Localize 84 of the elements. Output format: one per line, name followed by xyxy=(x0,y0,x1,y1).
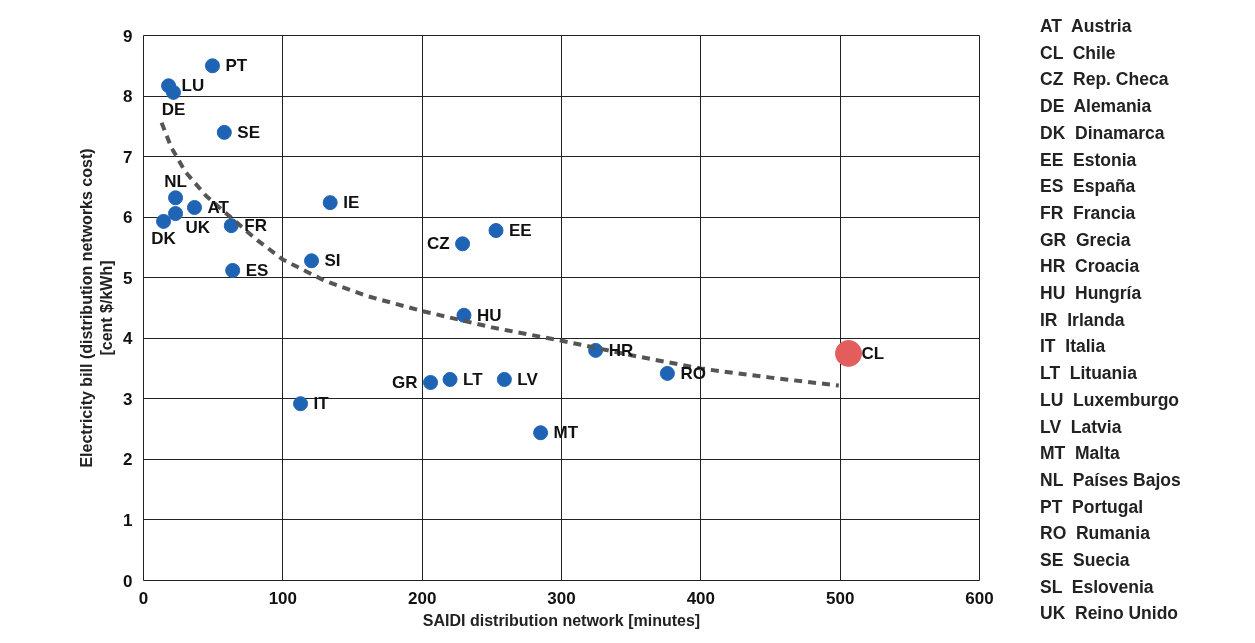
y-tick-label: 1 xyxy=(123,510,133,530)
annotation: ES xyxy=(245,260,269,280)
point xyxy=(204,58,220,74)
text: SL Eslovenia xyxy=(1040,575,1155,599)
point xyxy=(423,375,439,390)
text: UK Reino Unido xyxy=(1040,602,1180,626)
point xyxy=(442,371,458,387)
y-tick-label: 4 xyxy=(123,329,134,349)
y-tick-label: 8 xyxy=(123,87,133,107)
text: CZ Rep. Checa xyxy=(1040,68,1170,92)
annotation: DE xyxy=(161,99,186,119)
text: EE Estonia xyxy=(1040,148,1138,172)
point xyxy=(187,199,202,215)
x-tick-label: 300 xyxy=(547,588,576,608)
point xyxy=(835,339,863,367)
text: IT Italia xyxy=(1040,335,1107,359)
annotation: IE xyxy=(343,193,360,213)
text: MT Malta xyxy=(1040,442,1121,466)
point xyxy=(488,223,504,238)
point xyxy=(304,253,320,269)
annotation: CL xyxy=(861,343,885,363)
point xyxy=(455,236,471,252)
annotation: LV xyxy=(517,369,539,389)
annotation: SI xyxy=(324,251,341,271)
x-tick-label: 100 xyxy=(268,588,298,608)
text: FR Francia xyxy=(1040,201,1137,225)
text: IR Irlanda xyxy=(1040,308,1126,332)
annotation: UK xyxy=(185,218,211,238)
y-tick-label: 9 xyxy=(123,26,133,46)
text: RO Rumania xyxy=(1040,522,1151,546)
annotation: DK xyxy=(151,228,177,248)
text: LU Luxemburgo xyxy=(1040,388,1181,412)
text: GR Grecia xyxy=(1040,228,1132,252)
text: LT Lituania xyxy=(1040,362,1138,386)
point xyxy=(156,213,172,229)
point xyxy=(456,307,472,323)
text: ES España xyxy=(1040,175,1137,199)
text: DE Alemania xyxy=(1040,95,1153,119)
annotation: AT xyxy=(207,197,230,217)
point xyxy=(659,365,675,381)
point xyxy=(168,206,184,222)
point xyxy=(293,396,309,412)
y-tick-label: 2 xyxy=(123,450,133,470)
text: LV Latvia xyxy=(1040,415,1123,439)
annotation: PT xyxy=(225,56,248,76)
point xyxy=(322,195,338,211)
annotation: HR xyxy=(608,340,634,360)
annotation: FR xyxy=(244,216,267,236)
x-tick-label: 200 xyxy=(407,588,437,608)
annotation: IT xyxy=(313,394,330,414)
x-axis-title: SAIDI distribution network [minutes] xyxy=(422,611,701,629)
y-tick-label: 5 xyxy=(123,268,133,288)
annotation: LT xyxy=(463,369,484,389)
annotation: NL xyxy=(164,172,187,192)
annotation: EE xyxy=(509,220,532,240)
text: HR Croacia xyxy=(1040,255,1141,279)
point xyxy=(225,262,241,278)
x-tick-label: 600 xyxy=(965,588,994,608)
point xyxy=(533,425,549,441)
annotation: HU xyxy=(476,305,502,325)
y-tick-label: 6 xyxy=(123,208,133,228)
x-tick-label: 500 xyxy=(825,588,855,608)
y-tick-label: 3 xyxy=(123,389,133,409)
y-tick-label: 7 xyxy=(123,147,133,167)
point xyxy=(496,371,512,387)
point xyxy=(165,84,181,100)
point xyxy=(223,218,239,234)
text: AT Austria xyxy=(1040,15,1133,38)
text: CL Chile xyxy=(1040,41,1117,65)
text: NL Países Bajos xyxy=(1040,468,1181,492)
point xyxy=(168,190,184,206)
x-tick-label: 0 xyxy=(138,588,149,608)
text: HU Hungría xyxy=(1040,282,1143,306)
text: PT Portugal xyxy=(1040,495,1145,519)
annotation: SE xyxy=(237,122,260,142)
point xyxy=(216,124,232,140)
text: DK Dinamarca xyxy=(1040,121,1166,145)
x-tick-label: 400 xyxy=(686,588,716,608)
annotation: LU xyxy=(181,76,205,96)
y-axis-title: Electricity bill (distribution networks cost) [cent $/kWh] xyxy=(77,148,116,468)
annotation: CZ xyxy=(426,234,450,254)
text: SE Suecia xyxy=(1040,549,1131,573)
annotation: GR xyxy=(392,372,418,392)
y-tick-label: 0 xyxy=(123,571,133,591)
